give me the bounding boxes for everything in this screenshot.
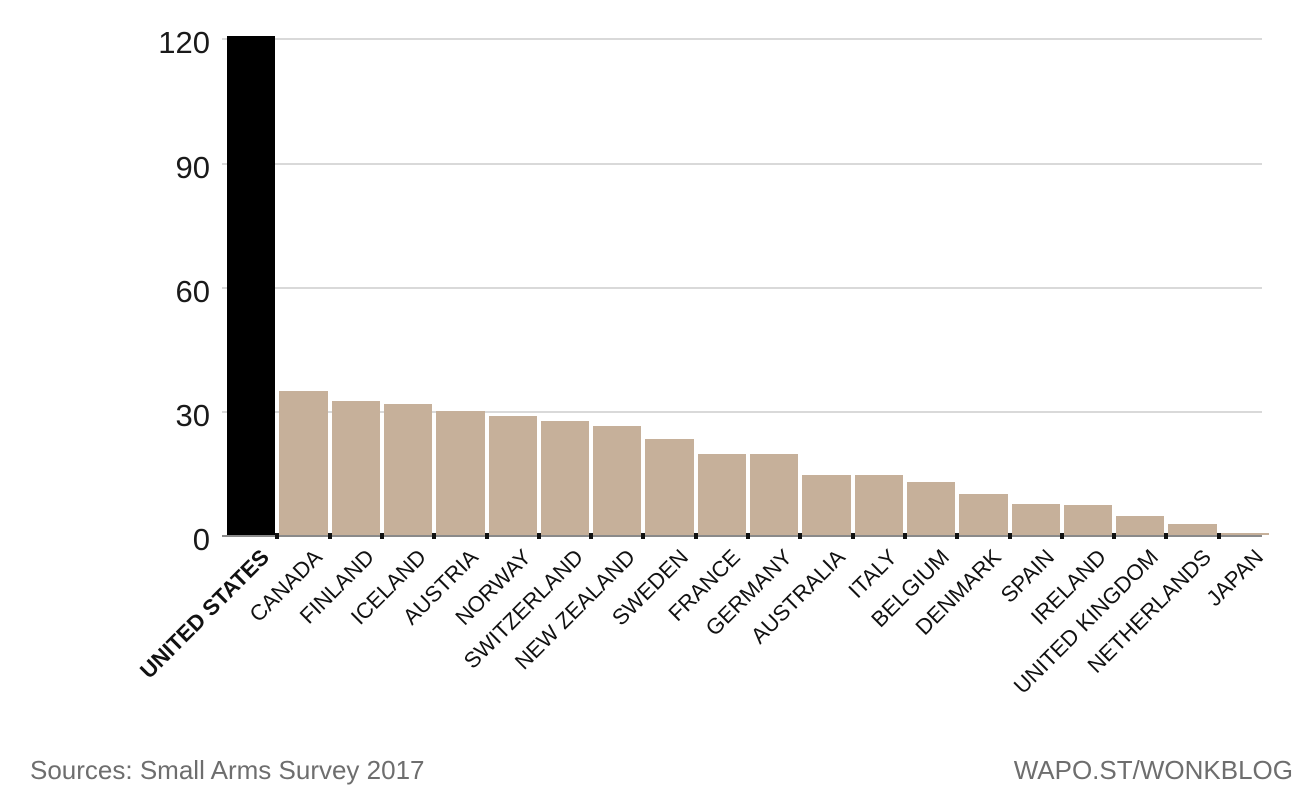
bar-japan (1220, 533, 1270, 535)
branding-text: WAPO.ST/WONKBLOG (1013, 755, 1293, 785)
x-tick (589, 533, 594, 539)
x-tick (432, 533, 437, 539)
bar-netherlands (1168, 524, 1217, 535)
x-axis-line (222, 535, 1262, 537)
bar-spain (1011, 504, 1060, 535)
x-tick (275, 533, 280, 539)
gridline-60 (222, 286, 1262, 289)
y-tick-label-0: 0 (192, 522, 210, 557)
x-tick (1059, 533, 1064, 539)
y-tick-label-60: 60 (175, 273, 210, 309)
x-tick (641, 533, 646, 539)
y-tick-label-30: 30 (175, 397, 210, 433)
bar-united-states (227, 36, 276, 535)
x-tick (850, 533, 855, 539)
x-tick (379, 533, 384, 539)
bar-italy (854, 475, 903, 535)
x-tick (746, 533, 750, 539)
gridline-90 (222, 162, 1262, 165)
bar-australia (802, 475, 851, 535)
x-tick (327, 533, 332, 539)
x-tick (536, 533, 541, 539)
y-tick-label-120: 120 (158, 25, 210, 61)
x-tick (955, 533, 960, 539)
x-tick (902, 533, 907, 539)
chart-footer: Sources: Small Arms Survey 2017 WAPO.ST/… (0, 754, 1316, 788)
bar-ireland (1063, 505, 1113, 535)
bar-new-zealand (593, 426, 642, 535)
bar-norway (488, 416, 537, 535)
gridline-120 (222, 38, 1262, 41)
x-tick (1164, 533, 1169, 539)
x-tick (693, 533, 698, 539)
x-tick (1112, 533, 1117, 539)
x-tick (1007, 533, 1012, 539)
bar-sweden (645, 439, 694, 535)
bar-canada (279, 391, 328, 535)
bar-iceland (383, 404, 433, 535)
y-tick-label-90: 90 (175, 149, 210, 185)
bar-germany (750, 454, 799, 535)
bar-switzerland (540, 421, 590, 535)
x-tick (798, 533, 803, 539)
x-tick (1216, 533, 1221, 539)
bar-belgium (906, 482, 956, 535)
bar-france (697, 454, 747, 535)
source-note: Sources: Small Arms Survey 2017 (30, 755, 425, 785)
bar-united-kingdom (1116, 516, 1165, 535)
gridline-30 (222, 410, 1262, 413)
x-tick (484, 533, 489, 539)
bar-austria (436, 411, 485, 535)
bar-finland (331, 401, 380, 535)
bar-denmark (959, 494, 1008, 535)
